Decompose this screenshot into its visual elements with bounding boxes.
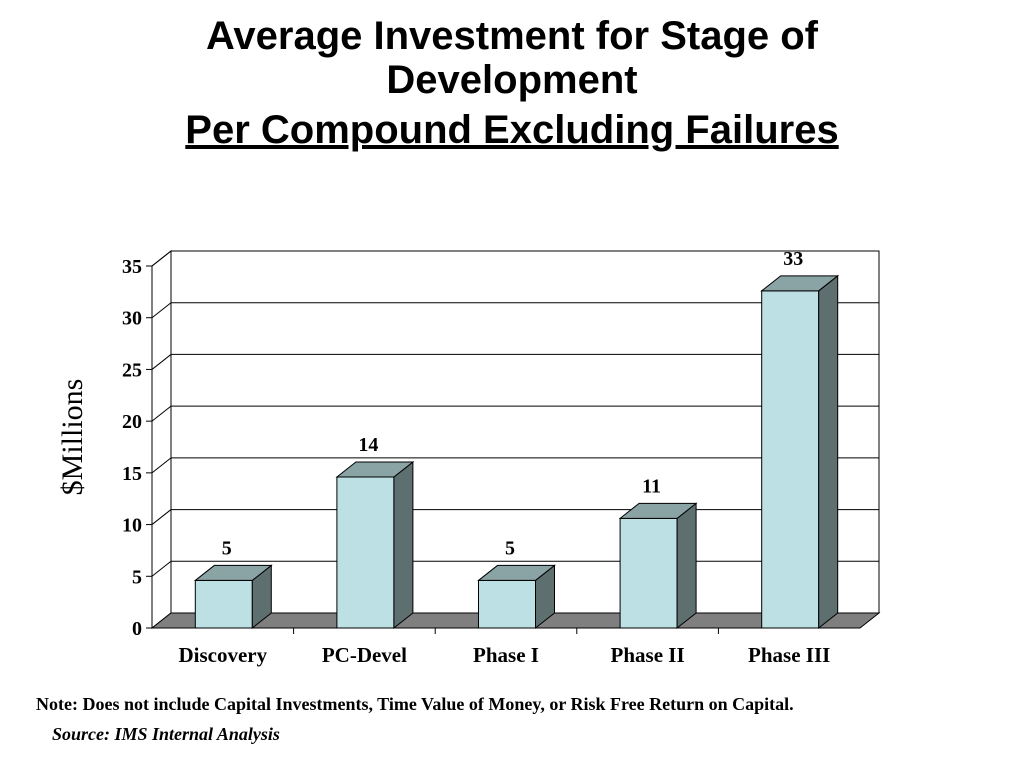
gridline-side <box>151 509 172 525</box>
gridline-side <box>151 405 172 422</box>
data-label: 11 <box>642 475 661 497</box>
gridline-side <box>151 354 172 370</box>
bar-front <box>619 517 678 629</box>
side-wall <box>151 249 172 630</box>
bar-side <box>676 502 697 630</box>
y-tick-label: 35 <box>122 256 142 278</box>
data-label: 14 <box>358 434 378 456</box>
bar-chart: 0 5 10 15 20 25 30 35 $Millions 5 Discovery 14 PC-De… <box>56 248 881 667</box>
bar-top <box>335 461 415 478</box>
bar-front <box>194 579 253 629</box>
y-tick-label: 25 <box>122 359 142 381</box>
y-tick-label: 20 <box>122 411 142 433</box>
y-tick-label: 10 <box>122 515 142 537</box>
gridline-side <box>151 457 172 474</box>
title-line-2: Development <box>386 58 638 102</box>
bar-top <box>760 275 840 292</box>
bar-top <box>193 564 273 581</box>
data-label: 5 <box>505 537 515 559</box>
title-line-3: Per Compound Excluding Failures <box>185 108 839 152</box>
x-tick-label: PC-Devel <box>322 643 407 667</box>
y-tick-label: 5 <box>132 566 142 588</box>
title-line-1: Average Investment for Stage of <box>205 14 818 58</box>
back-wall <box>170 250 880 614</box>
y-tick-label: 0 <box>132 618 142 640</box>
bar-front <box>761 290 820 629</box>
bar-side <box>818 274 839 630</box>
x-tick-label: Phase III <box>748 643 830 667</box>
chart-source: Source: IMS Internal Analysis <box>52 724 280 744</box>
bar-top <box>477 564 556 581</box>
x-tick-label: Phase I <box>473 643 539 667</box>
bar-front <box>336 476 395 629</box>
y-axis-label: $Millions <box>56 379 89 496</box>
gridline-side <box>151 560 172 577</box>
chart-note: Note: Does not include Capital Investmen… <box>36 694 794 714</box>
y-tick-label: 15 <box>122 463 142 485</box>
bar-side <box>393 460 414 630</box>
bar-top <box>618 502 698 519</box>
data-label: 33 <box>783 248 803 270</box>
gridline-side <box>151 250 172 267</box>
gridline-side <box>151 302 172 319</box>
data-label: 5 <box>222 537 232 559</box>
bar-front <box>478 579 536 629</box>
x-tick-label: Discovery <box>178 643 267 667</box>
chart-title: Average Investment for Stage of Developm… <box>0 14 1024 152</box>
x-tick-label: Phase II <box>611 643 685 667</box>
y-tick-label: 30 <box>122 308 142 330</box>
